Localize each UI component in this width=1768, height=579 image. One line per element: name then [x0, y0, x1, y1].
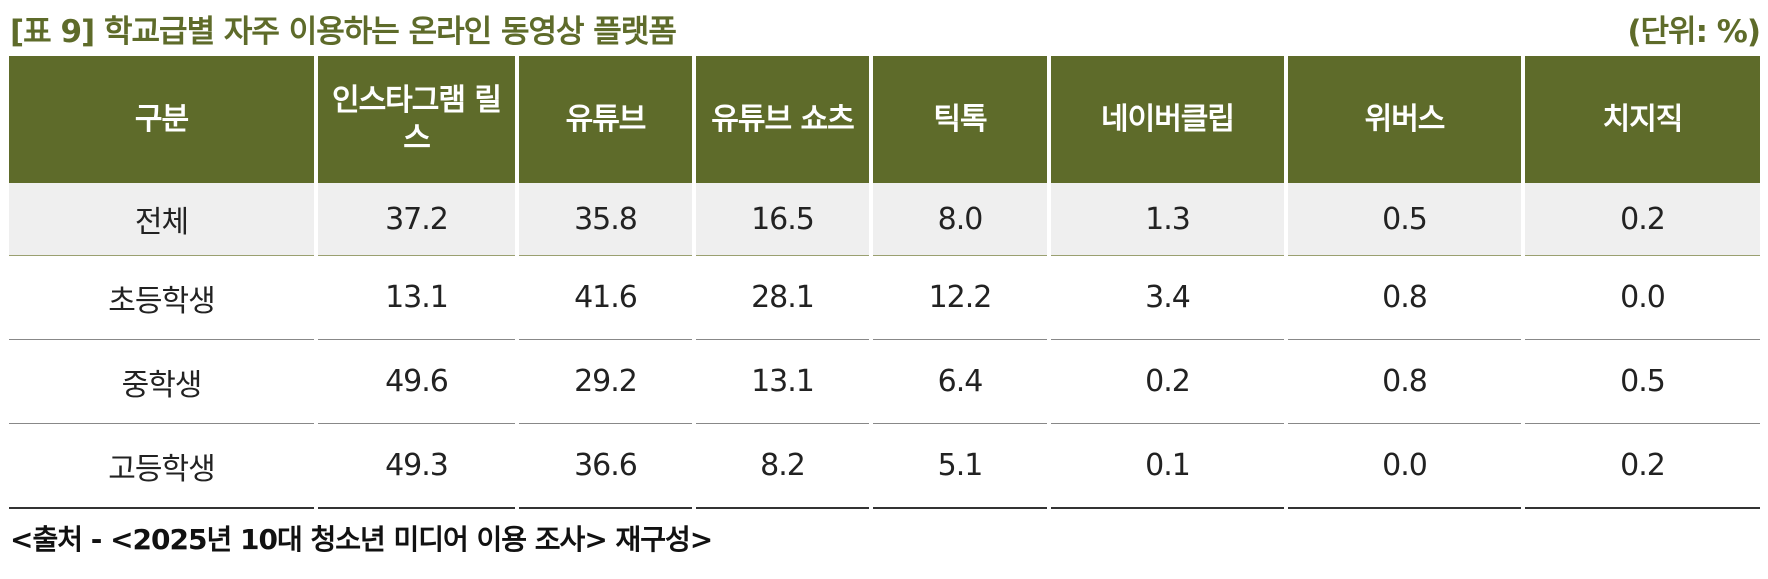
column-header: 인스타그램 릴스	[314, 56, 519, 183]
table-cell: 0.2	[1521, 183, 1760, 256]
table-cell: 37.2	[314, 183, 519, 256]
table-cell: 49.6	[314, 339, 519, 424]
table-cell: 0.5	[1284, 183, 1525, 256]
table-cell: 28.1	[692, 255, 873, 340]
table-body: 전체 37.2 35.8 16.5 8.0 1.3 0.5 0.2 초등학생 13.1 41.6 28…	[9, 183, 1760, 509]
table-cell: 8.2	[692, 423, 873, 509]
row-header: 고등학생	[9, 423, 318, 509]
table-cell: 8.0	[869, 183, 1051, 256]
table-row: 고등학생 49.3 36.6 8.2 5.1 0.1 0.0 0.2	[9, 423, 1760, 509]
column-header: 구분	[9, 56, 318, 183]
table-row: 초등학생 13.1 41.6 28.1 12.2 3.4 0.8 0.0	[9, 255, 1760, 340]
column-header: 유튜브 쇼츠	[692, 56, 873, 183]
data-table: 구분 인스타그램 릴스 유튜브 유튜브 쇼츠 틱톡 네이버클립 위버스 치지직 전체 37.2 3…	[9, 56, 1760, 509]
table-cell: 1.3	[1047, 183, 1288, 256]
table-cell: 49.3	[314, 423, 519, 509]
column-header: 유튜브	[515, 56, 696, 183]
table-cell: 0.8	[1284, 339, 1525, 424]
table-row: 중학생 49.6 29.2 13.1 6.4 0.2 0.8 0.5	[9, 339, 1760, 424]
table-cell: 36.6	[515, 423, 696, 509]
row-header: 전체	[9, 183, 318, 256]
table-cell: 0.1	[1047, 423, 1288, 509]
table-cell: 12.2	[869, 255, 1051, 340]
table-cell: 0.5	[1521, 339, 1760, 424]
table-cell: 0.0	[1284, 423, 1525, 509]
column-header: 틱톡	[869, 56, 1051, 183]
table-row: 전체 37.2 35.8 16.5 8.0 1.3 0.5 0.2	[9, 183, 1760, 256]
row-header: 중학생	[9, 339, 318, 424]
table-cell: 13.1	[692, 339, 873, 424]
column-header: 위버스	[1284, 56, 1525, 183]
table-cell: 6.4	[869, 339, 1051, 424]
table-cell: 29.2	[515, 339, 696, 424]
table-cell: 41.6	[515, 255, 696, 340]
row-header: 초등학생	[9, 255, 318, 340]
table-cell: 0.0	[1521, 255, 1760, 340]
unit-label: (단위: %)	[1627, 14, 1761, 50]
table-cell: 16.5	[692, 183, 873, 256]
table-cell: 13.1	[314, 255, 519, 340]
source-note: <출처 - <2025년 10대 청소년 미디어 이용 조사> 재구성>	[10, 523, 713, 556]
header-row: 구분 인스타그램 릴스 유튜브 유튜브 쇼츠 틱톡 네이버클립 위버스 치지직	[9, 56, 1760, 183]
column-header: 네이버클립	[1047, 56, 1288, 183]
table-cell: 0.2	[1521, 423, 1760, 509]
table-cell: 35.8	[515, 183, 696, 256]
table-title: [표 9] 학교급별 자주 이용하는 온라인 동영상 플랫폼	[10, 14, 677, 50]
column-header: 치지직	[1521, 56, 1760, 183]
table-cell: 5.1	[869, 423, 1051, 509]
table-cell: 3.4	[1047, 255, 1288, 340]
table-cell: 0.8	[1284, 255, 1525, 340]
table-cell: 0.2	[1047, 339, 1288, 424]
